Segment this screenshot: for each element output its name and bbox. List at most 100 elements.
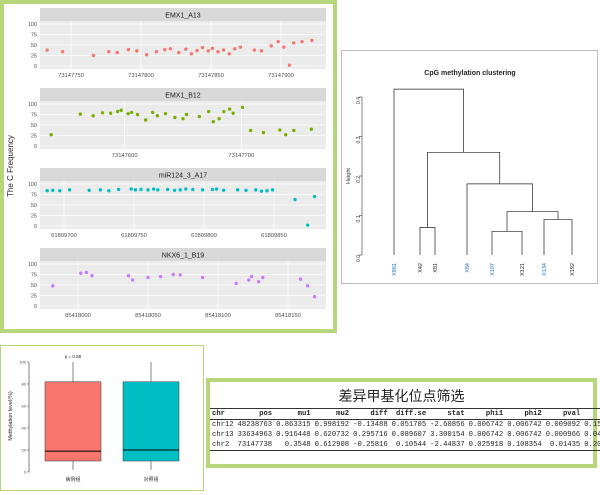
data-point (154, 50, 159, 54)
box (122, 381, 180, 462)
table-cell: 0.295716 (353, 431, 388, 439)
column-header: diff.se (395, 410, 427, 418)
table-cell: chr12 (212, 421, 234, 429)
table-cell: 0.006742 (468, 431, 504, 439)
facet-title: miR124_3_A17 (159, 173, 207, 180)
leaf-label: X134 (542, 263, 548, 276)
data-point (269, 44, 273, 48)
y-tick-label: 25 (31, 294, 37, 300)
table-cell: 0.208557 (584, 441, 600, 449)
data-point (91, 114, 95, 118)
table-cell: -2.44837 (430, 441, 465, 449)
data-point (115, 50, 119, 55)
data-point (283, 132, 288, 137)
data-point (200, 188, 205, 192)
x-tick-label: 73147850 (198, 73, 224, 79)
table-cell: 73147738 (237, 441, 273, 449)
y-tick-label: 0 (34, 304, 37, 310)
facet-title: EMX1_A13 (165, 13, 201, 20)
y-tick-label: 50 (31, 43, 37, 49)
data-point (235, 188, 240, 192)
data-point (151, 187, 156, 191)
data-point (45, 48, 49, 52)
data-point (211, 119, 216, 124)
y-tick-label: 0 (34, 144, 37, 150)
data-point (45, 189, 49, 193)
x-tick-label: 61809800 (191, 233, 217, 239)
facet-strip (40, 8, 326, 21)
x-tick-label: 61809700 (51, 233, 77, 239)
data-point (116, 187, 121, 192)
data-point (171, 272, 175, 277)
y-tick-label: 40 (22, 426, 27, 431)
data-point (291, 41, 296, 45)
table-title: 差异甲基化位点筛选 (338, 390, 465, 405)
data-point (78, 112, 83, 116)
data-point (270, 188, 275, 192)
table-cell: 0.916448 (276, 431, 311, 439)
table-cell: 0.3548 (284, 441, 311, 449)
x-tick-label: 85418050 (135, 313, 161, 319)
y-tick-label: 80 (22, 382, 27, 387)
data-point (178, 188, 182, 192)
x-tick-label: 85418150 (275, 313, 301, 319)
column-header: stat (447, 410, 465, 418)
y-tick-label: 0.0 (356, 255, 362, 262)
data-point (67, 188, 72, 192)
table-cell: 3.300154 (430, 431, 465, 439)
data-point (292, 128, 296, 133)
data-point (181, 117, 185, 121)
data-point (221, 188, 226, 192)
data-point (227, 52, 231, 56)
data-point (156, 188, 160, 192)
data-point (87, 188, 91, 192)
table-row: chr12 48238763 0.863315 0.998192 -0.13488 0.0… (210, 420, 600, 431)
table-cell: 0.620732 (314, 431, 350, 439)
methylation-facet-panel: The C Frequency EMX1_A13 0 25 50 75 100 7314775… (0, 0, 337, 333)
table-row: chr13 33634963 0.916448 0.620732 0.295716 0.0… (210, 430, 600, 440)
data-point (90, 274, 94, 278)
dendrogram-branch (427, 151, 501, 228)
table-cell: -0.13488 (353, 421, 388, 429)
data-point (244, 188, 248, 192)
data-point (195, 48, 199, 53)
table-cell: 0.01435 (550, 441, 581, 449)
data-point (100, 111, 105, 115)
table-cell: 0.006742 (507, 421, 542, 429)
dendrogram-chart: CpG methylation clustering Height 0.0 0.1 0.… (346, 70, 576, 276)
y-tick-label: 25 (31, 214, 37, 220)
data-point (155, 114, 160, 118)
data-point (234, 281, 238, 286)
table-row: chr2 73147738 0.3548 0.612908 -0.25816 0.1054… (210, 440, 600, 451)
data-point (210, 46, 215, 51)
y-tick-label: 100 (28, 262, 37, 268)
x-tick-label: 73147700 (228, 153, 254, 159)
y-tick-label: 0.3 (356, 136, 362, 143)
box-y-label: Methylation level(%) (8, 391, 14, 441)
data-point (126, 274, 131, 278)
data-point (206, 109, 211, 114)
table-cell: 0.006742 (507, 431, 542, 439)
boxplot-chart: Methylation level(%) 0 20 40 60 80 100 p = 0.88… (8, 354, 180, 483)
table-cell: 0.009092 (545, 421, 581, 429)
data-point (282, 45, 286, 49)
y-tick-label: 0 (24, 470, 27, 475)
y-tick-label: 60 (22, 404, 27, 409)
data-point (98, 188, 103, 192)
dendrogram-branch (419, 227, 436, 255)
facet-title: NKX6_1_B19 (162, 253, 205, 260)
data-point (254, 188, 258, 192)
p-value-annotation: p = 0.88 (65, 354, 82, 359)
table-cell: 0.042706 (584, 431, 600, 439)
column-header: diff (370, 410, 388, 418)
data-point (108, 111, 113, 115)
data-point (133, 188, 138, 192)
data-point (221, 48, 226, 52)
y-tick-label: 100 (19, 360, 26, 365)
data-point (129, 110, 134, 115)
data-point (184, 187, 188, 191)
table-cell: 0.051705 (391, 421, 427, 429)
data-point (126, 47, 131, 52)
data-point (184, 47, 188, 51)
data-point (119, 108, 123, 113)
